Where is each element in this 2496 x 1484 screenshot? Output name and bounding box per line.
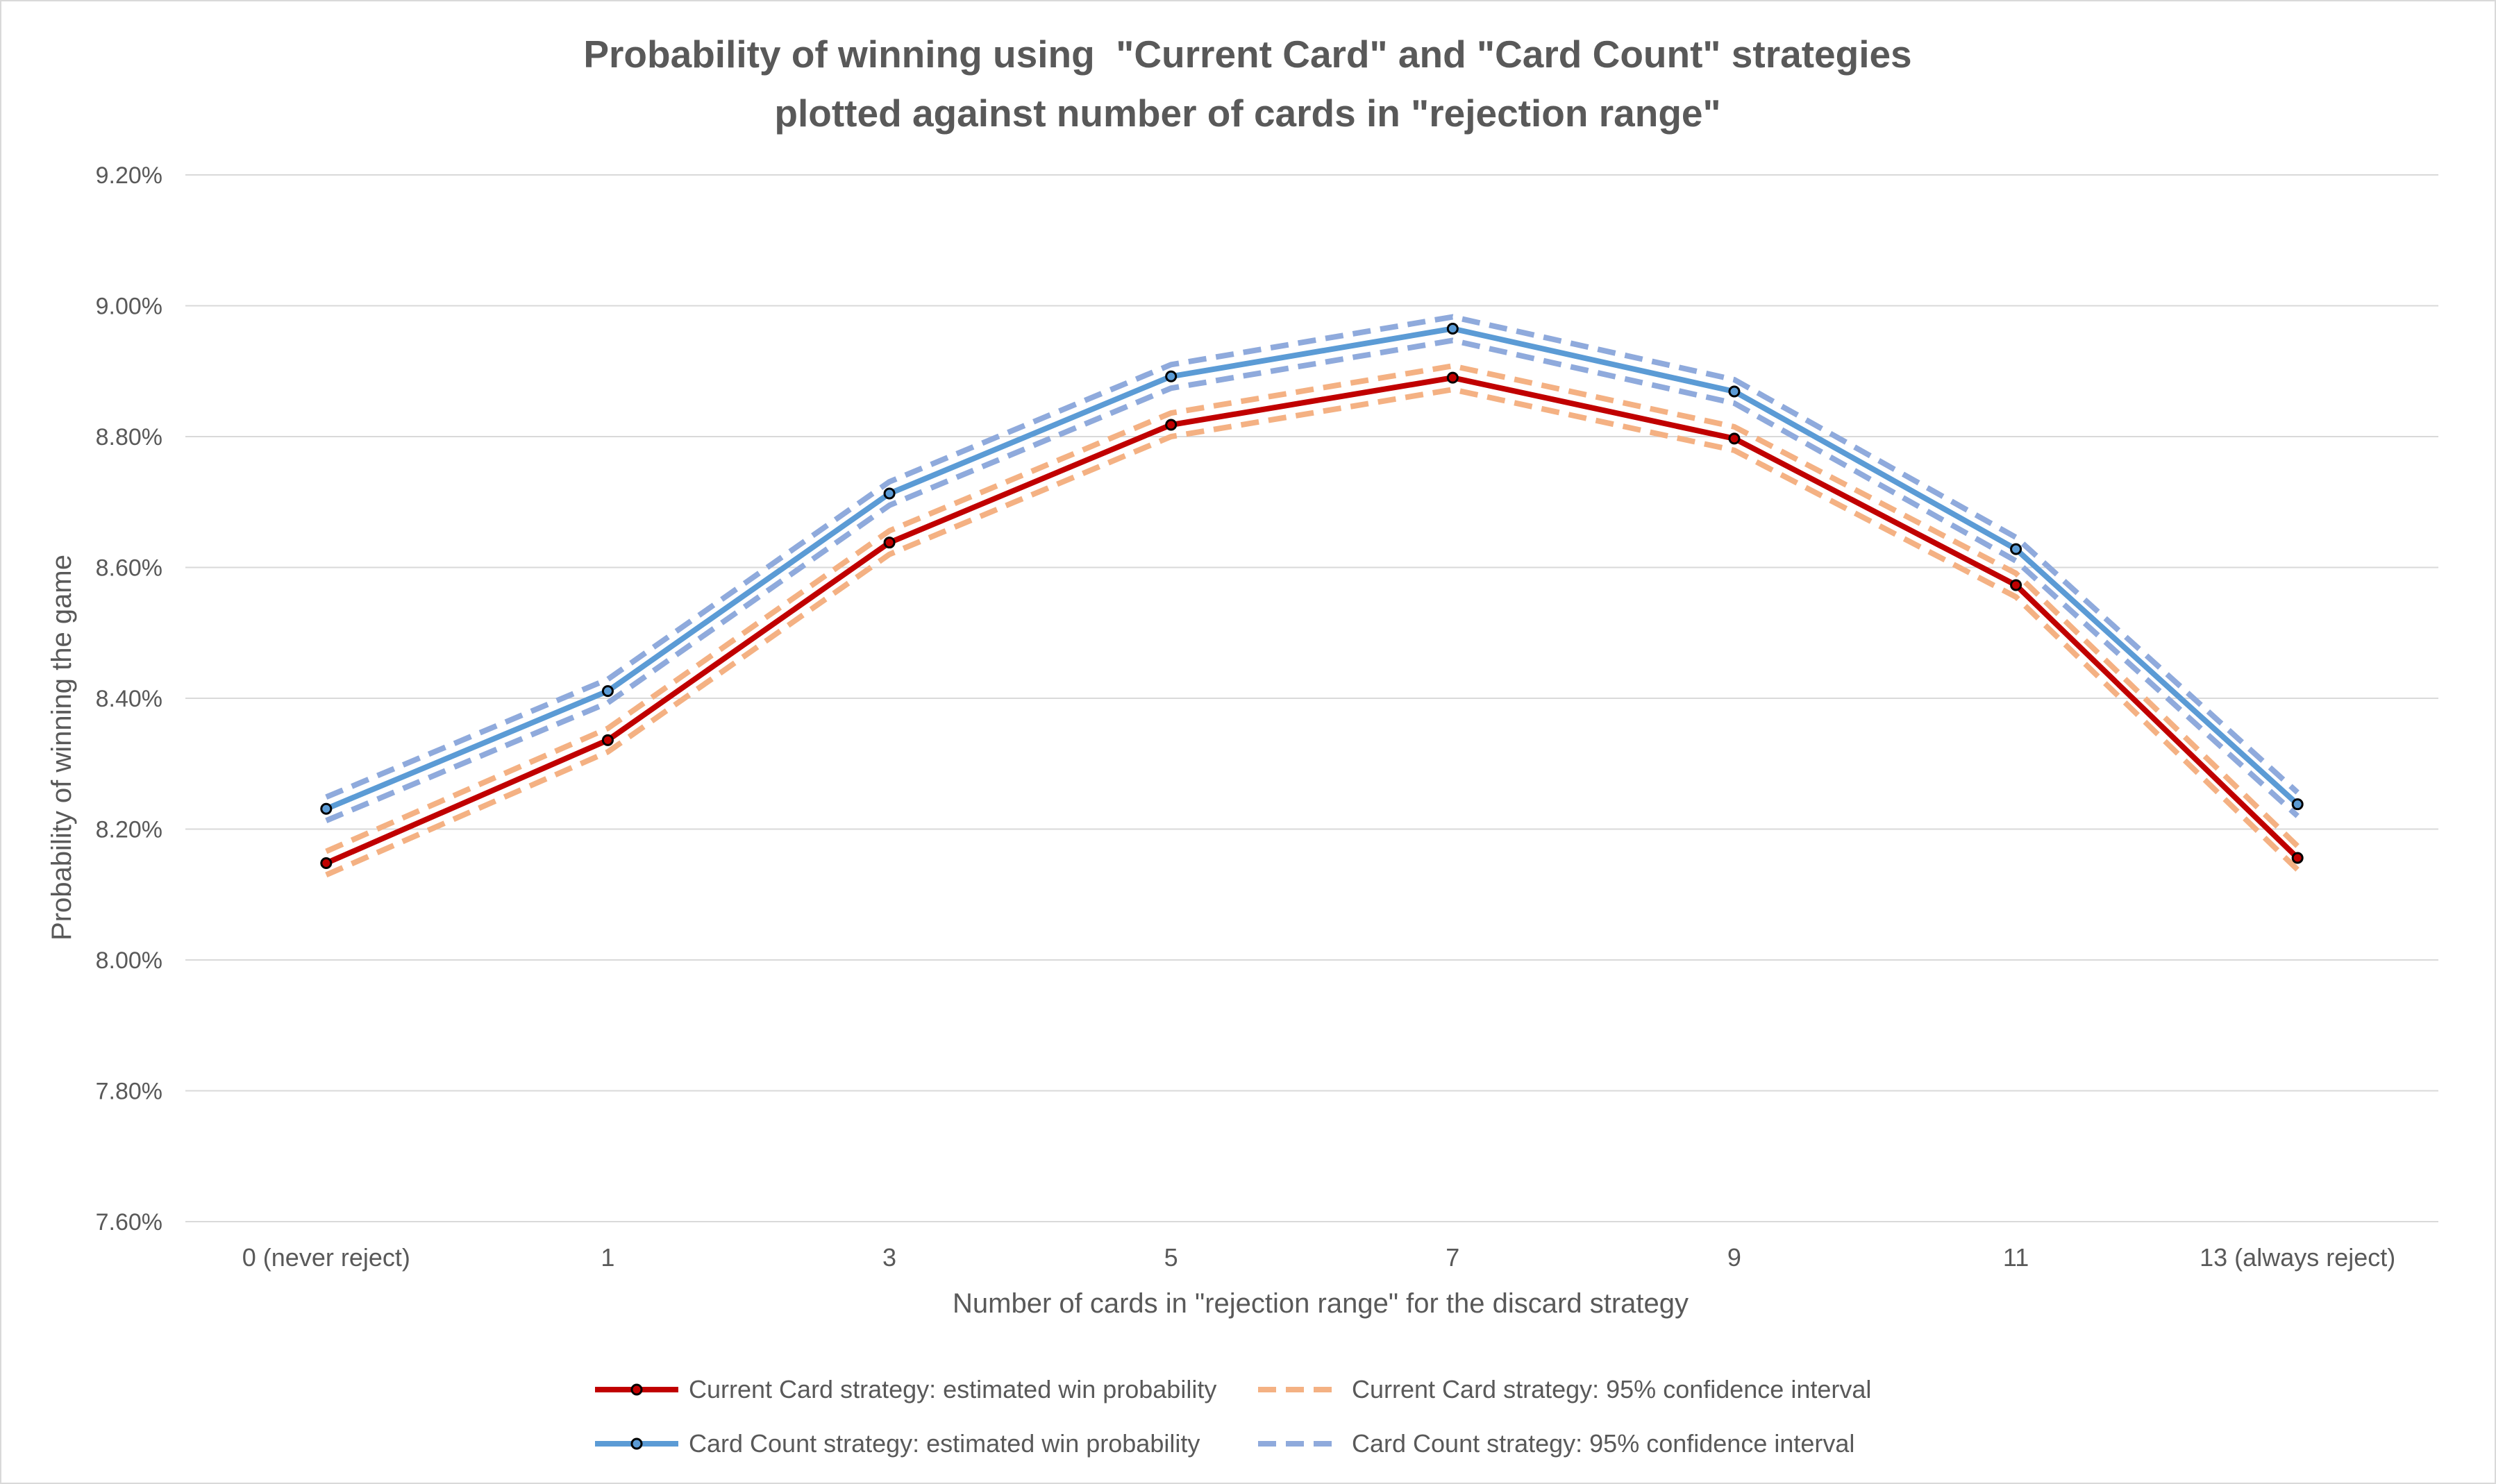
data-point bbox=[1728, 385, 1741, 398]
legend: Current Card strategy: estimated win pro… bbox=[595, 1375, 1871, 1458]
y-tick-label: 7.60% bbox=[96, 1209, 162, 1236]
y-tick-label: 9.00% bbox=[96, 294, 162, 320]
data-point bbox=[2291, 798, 2304, 811]
data-point bbox=[883, 487, 896, 500]
y-axis-tick-labels: 7.60% 7.80% 8.00% 8.20% 8.40% 8.60% 8.80% 9.00%… bbox=[96, 162, 162, 1236]
data-point bbox=[883, 537, 896, 549]
plot-series bbox=[320, 314, 2304, 878]
legend-item: Card Count strategy: estimated win proba… bbox=[595, 1429, 1200, 1458]
y-axis-title: Probability of winning the game bbox=[47, 555, 77, 941]
x-axis-title: Number of cards in "rejection range" for… bbox=[953, 1288, 1689, 1319]
legend-label: Card Count strategy: 95% confidence inte… bbox=[1352, 1429, 1854, 1458]
data-point bbox=[2010, 579, 2022, 591]
legend-item: Card Count strategy: 95% confidence inte… bbox=[1258, 1429, 1854, 1458]
legend-marker bbox=[630, 1437, 643, 1450]
y-tick-label: 8.40% bbox=[96, 686, 162, 712]
gridlines bbox=[185, 174, 2438, 1222]
y-tick-label: 7.80% bbox=[96, 1079, 162, 1105]
x-tick-label: 7 bbox=[1446, 1243, 1459, 1272]
y-tick-label: 8.80% bbox=[96, 424, 162, 450]
x-tick-label: 1 bbox=[601, 1243, 614, 1272]
x-tick-label: 13 (always reject) bbox=[2200, 1243, 2395, 1272]
data-point bbox=[2010, 543, 2022, 555]
x-tick-label: 9 bbox=[1727, 1243, 1741, 1272]
series-line-ci-upper bbox=[325, 314, 2300, 800]
y-tick-label: 9.20% bbox=[96, 162, 162, 189]
data-point bbox=[601, 734, 614, 746]
data-point bbox=[1728, 432, 1741, 445]
chart-title: Probability of winning using "Current Ca… bbox=[583, 33, 1911, 76]
x-tick-label: 3 bbox=[882, 1243, 896, 1272]
legend-label: Current Card strategy: estimated win pro… bbox=[689, 1375, 1216, 1403]
legend-label: Current Card strategy: 95% confidence in… bbox=[1352, 1375, 1871, 1403]
x-axis-tick-labels: 0 (never reject) 1 3 5 7 9 11 13 (always reject… bbox=[242, 1243, 2395, 1272]
y-tick-label: 8.20% bbox=[96, 817, 162, 843]
data-point bbox=[1165, 370, 1178, 382]
data-point bbox=[320, 802, 333, 815]
data-point bbox=[1446, 371, 1459, 384]
chart-subtitle: plotted against number of cards in "reje… bbox=[774, 92, 1720, 135]
y-tick-label: 8.00% bbox=[96, 947, 162, 974]
data-point bbox=[1165, 419, 1178, 431]
series-line-estimate bbox=[325, 326, 2300, 811]
series-line-ci-upper bbox=[325, 363, 2300, 854]
legend-item: Current Card strategy: estimated win pro… bbox=[595, 1375, 1216, 1403]
x-tick-label: 0 (never reject) bbox=[242, 1243, 410, 1272]
data-point bbox=[320, 857, 333, 870]
series-line-estimate bbox=[325, 375, 2300, 866]
x-tick-label: 5 bbox=[1164, 1243, 1178, 1272]
legend-marker bbox=[630, 1383, 643, 1396]
legend-item: Current Card strategy: 95% confidence in… bbox=[1258, 1375, 1871, 1403]
series-line-ci-lower bbox=[325, 337, 2300, 823]
legend-label: Card Count strategy: estimated win proba… bbox=[689, 1429, 1200, 1458]
data-point bbox=[2291, 852, 2304, 864]
series-line-ci-lower bbox=[325, 387, 2300, 878]
y-tick-label: 8.60% bbox=[96, 555, 162, 582]
data-point bbox=[1446, 322, 1459, 335]
x-tick-label: 11 bbox=[2003, 1243, 2029, 1272]
data-point bbox=[601, 685, 614, 698]
